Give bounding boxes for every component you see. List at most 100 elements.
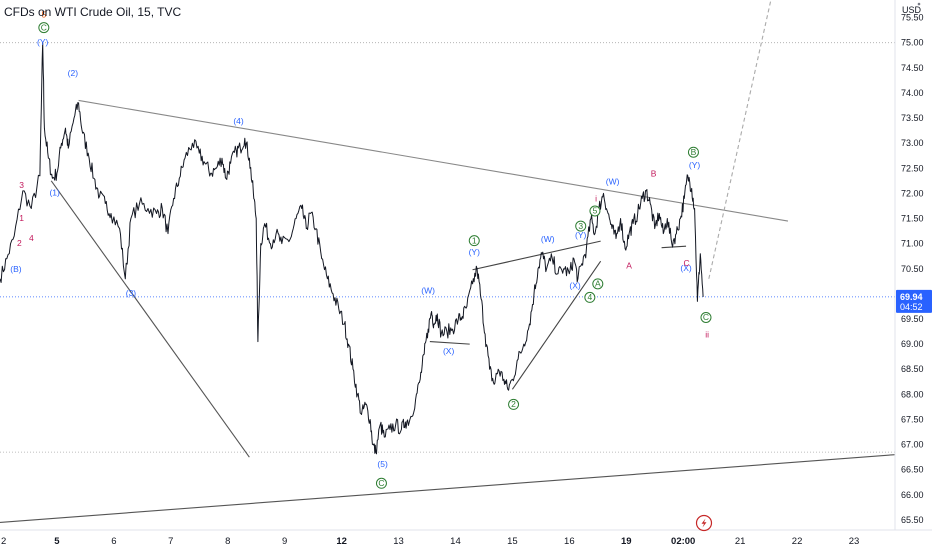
price-axis[interactable]: USD 65.50 66.00 66.50 67.00 67.50 68.00 68.50 6…: [901, 5, 924, 525]
price-tag-box: [896, 289, 932, 313]
wave-circle: [589, 205, 601, 217]
trendline: [429, 341, 470, 345]
wave-circle: [700, 311, 712, 323]
wave-circle: [584, 291, 596, 303]
circled-wave-label: B: [687, 146, 699, 158]
time-tick-label: 7: [168, 536, 173, 547]
circled-wave-label: C: [38, 22, 50, 34]
circled-wave-label: C: [700, 311, 712, 323]
wave-circle-text: 4: [587, 292, 592, 302]
wave-label: (Y): [689, 160, 701, 170]
wave-label: (3): [126, 288, 137, 298]
price-tick-label: 74.50: [901, 63, 924, 73]
time-tick-label: 23: [849, 536, 860, 547]
chart-title: CFDs on WTI Crude Oil, 15, TVC: [4, 5, 182, 19]
wave-circle-text: C: [378, 478, 384, 488]
price-tick-label: 72.00: [901, 188, 924, 198]
wave-label: (B): [10, 264, 22, 274]
more-icon[interactable]: [917, 2, 921, 6]
time-tick-label: 8: [225, 536, 230, 547]
price-tick-label: 75.00: [901, 38, 924, 48]
wave-label: B: [651, 169, 657, 179]
price-tick-label: 67.50: [901, 414, 924, 424]
wave-label: (1): [49, 188, 60, 198]
wave-label: ii: [705, 329, 709, 339]
trendline: [50, 180, 250, 458]
time-tick-label: 5: [54, 536, 60, 547]
price-tick-label: 68.00: [901, 389, 924, 399]
wave-label: (X): [680, 263, 692, 273]
price-tick-label: 65.50: [901, 515, 924, 525]
price-tick-label: 70.50: [901, 264, 924, 274]
price-tick-label: 72.50: [901, 163, 924, 173]
wave-label: (Y): [575, 230, 587, 240]
time-tick-label: 15: [507, 536, 518, 547]
time-tick-label: 2: [1, 536, 6, 547]
wave-circle: [575, 220, 587, 232]
bar-countdown: 04:52: [900, 302, 923, 312]
wave-label: (W): [421, 286, 435, 296]
price-tick-label: 73.00: [901, 138, 924, 148]
price-tick-label: 66.00: [901, 490, 924, 500]
wave-label: 5: [41, 9, 46, 19]
circled-wave-label: A: [592, 278, 604, 290]
wave-label: (5): [377, 459, 388, 469]
circled-wave-label: 5: [589, 205, 601, 217]
circled-wave-label: C: [375, 477, 387, 489]
wave-label: (Y): [37, 37, 49, 47]
price-tick-label: 73.50: [901, 113, 924, 123]
wave-circle-text: A: [595, 279, 601, 289]
projection-line: [708, 0, 772, 279]
trendlines: [0, 0, 896, 524]
price-tick-label: 75.50: [901, 13, 924, 23]
wave-label: 4: [29, 233, 34, 243]
wave-label: (X): [569, 281, 581, 291]
wave-circle-text: 2: [511, 399, 516, 409]
wave-label: A: [626, 261, 632, 271]
wave-circle-text: C: [41, 22, 47, 32]
horizontal-levels: [0, 42, 895, 453]
current-price-value: 69.94: [900, 292, 923, 302]
trendline: [511, 260, 602, 390]
trendline: [0, 454, 896, 524]
wave-label: 1: [19, 213, 24, 223]
trendline: [78, 99, 789, 222]
wave-circle: [508, 398, 520, 410]
trendline: [472, 240, 601, 271]
time-tick-label: 21: [735, 536, 746, 547]
price-tick-label: 66.50: [901, 465, 924, 475]
price-tick-label: 74.00: [901, 88, 924, 98]
time-tick-label: 6: [111, 536, 116, 547]
time-tick-label: 22: [792, 536, 803, 547]
wave-label: i: [595, 194, 597, 204]
circled-wave-label: 4: [584, 291, 596, 303]
circled-wave-label: 3: [575, 220, 587, 232]
price-series: [0, 42, 704, 455]
price-line: [0, 42, 704, 455]
time-tick-label: 02:00: [671, 536, 695, 547]
wave-circle-text: C: [703, 312, 709, 322]
circled-wave-label: 2: [508, 398, 520, 410]
time-axis[interactable]: 2 5 6 7 8 9 12 13 14 15 16 19 02:00 21 22 23: [1, 536, 859, 547]
flash-icon[interactable]: [695, 514, 713, 532]
time-tick-label: 14: [450, 536, 461, 547]
wave-circle: [38, 22, 50, 34]
price-tick-label: 69.50: [901, 314, 924, 324]
time-tick-label: 19: [621, 536, 632, 547]
wave-circle-text: B: [691, 147, 697, 157]
wave-circle: [375, 477, 387, 489]
wave-circle: [687, 146, 699, 158]
wave-label: (X): [443, 346, 455, 356]
wave-label: (W): [541, 234, 555, 244]
wave-label: (Y): [469, 247, 481, 257]
price-tick-label: 67.00: [901, 440, 924, 450]
time-tick-label: 12: [336, 536, 347, 547]
wave-label: (2): [68, 68, 79, 78]
time-tick-label: 13: [393, 536, 404, 547]
wave-label: C: [684, 258, 690, 268]
wave-circle: [468, 235, 480, 247]
circled-wave-labels: C 1 2 3 4 5 A B C C: [38, 22, 712, 489]
